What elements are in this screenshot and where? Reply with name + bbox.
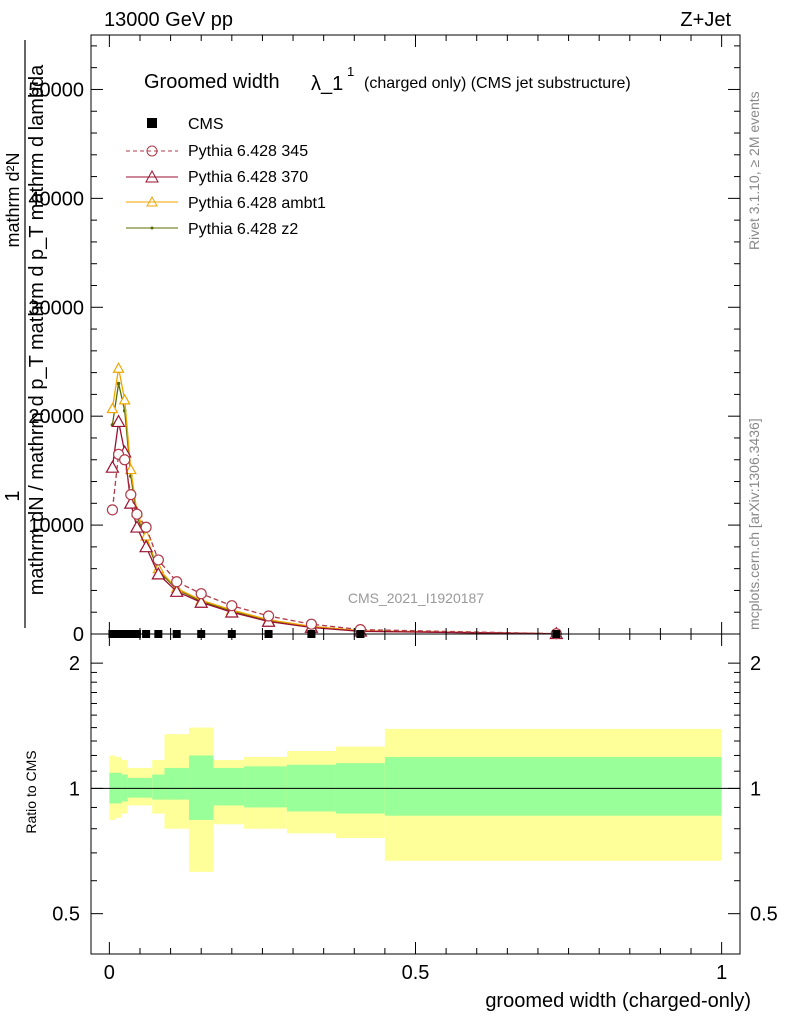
pythia-ambt1-point: [118, 393, 131, 405]
stat-uncertainty-band-bin: [213, 767, 245, 806]
pythia-ambt1-point: [124, 463, 137, 475]
legend: CMS Pythia 6.428 345 Pythia 6.428 370 Py…: [126, 116, 326, 238]
main-plot-marks: [105, 362, 564, 640]
pythia-370-point: [169, 584, 184, 597]
legend-370-label: Pythia 6.428 370: [188, 169, 308, 186]
legend-cms-label: CMS: [188, 116, 224, 133]
legend-370-marker: [145, 169, 159, 183]
stat-uncertainty-band-bin: [152, 774, 165, 800]
pythia-ambt1-point: [112, 362, 125, 373]
pythia-345-point: [226, 600, 238, 612]
pythia-345-point: [262, 610, 275, 622]
ratio-bands: [91, 727, 740, 872]
main-y-tick-label: 10000: [28, 515, 84, 537]
legend-ambt1-label: Pythia 6.428 ambt1: [188, 195, 326, 212]
ratio-y-tick-label: 2: [69, 653, 80, 675]
xlabel: groomed width (charged-only): [485, 990, 751, 1012]
ylabel-ratio: Ratio to CMS: [23, 750, 39, 833]
ratio-y-tick-label: 0.5: [52, 904, 80, 926]
axes: 0 10000 20000 30000 40000 50000 0 0.5 1 0.5 0.5 1 1 2…: [28, 35, 778, 984]
pythia-370-point: [129, 520, 144, 533]
main-y-tick-label: 20000: [28, 406, 84, 428]
main-y-tick-label: 30000: [28, 297, 84, 319]
pythia-345-point: [125, 488, 137, 501]
pythia-370-point: [151, 566, 166, 580]
analysis-watermark: CMS_2021_I1920187: [348, 590, 484, 606]
header-right: Z+Jet: [680, 9, 731, 31]
series-line-3: [111, 368, 557, 635]
stat-uncertainty-band-bin: [244, 766, 287, 808]
pythia-ambt1-point: [106, 402, 119, 414]
ylabel-main-numerator: 1: [2, 490, 24, 501]
ratio-y-tick-label-right: 0.5: [750, 904, 778, 926]
plot-title-sup: 1: [347, 64, 354, 79]
plot-title-lambda: λ_1: [311, 73, 343, 95]
pythia-345-point: [152, 554, 164, 566]
pythia-345-point: [119, 454, 131, 466]
pythia-370-point: [224, 604, 239, 618]
ratio-y-tick-label-right: 1: [750, 778, 761, 800]
rivet-label: Rivet 3.1.10, ≥ 2M events: [746, 91, 762, 250]
pythia-345-point: [140, 521, 152, 533]
x-tick-label: 1: [716, 962, 727, 984]
pythia-345-point: [171, 576, 183, 588]
stat-uncertainty-band-bin: [139, 777, 153, 798]
ylabel-main-upper: mathrm d²N: [3, 152, 23, 247]
pythia-370-point: [111, 414, 126, 428]
legend-ambt1-marker: [146, 195, 158, 207]
pythia-345-point: [195, 588, 207, 600]
plot-title-main: Groomed width: [144, 71, 280, 93]
pythia-370-point: [139, 539, 154, 553]
pythia-345-point: [131, 508, 143, 520]
main-y-tick-label: 0: [73, 624, 84, 646]
series-line-1: [111, 452, 557, 635]
legend-z2-label: Pythia 6.428 z2: [188, 221, 298, 238]
legend-345-marker: [146, 145, 158, 157]
main-y-tick-label: 50000: [28, 79, 84, 101]
series-line-2: [111, 421, 557, 635]
plot-title-rest: (charged only) (CMS jet substructure): [364, 75, 631, 92]
x-tick-label: 0: [104, 962, 115, 984]
header-left: 13000 GeV pp: [104, 9, 233, 31]
legend-345-label: Pythia 6.428 345: [188, 143, 308, 160]
ratio-y-tick-label-right: 2: [750, 653, 761, 675]
stat-uncertainty-band-bin: [164, 767, 189, 800]
legend-z2-marker: [150, 226, 154, 230]
pythia-345-point: [305, 618, 318, 630]
pythia-z2-point: [116, 381, 121, 386]
stat-uncertainty-band-bin: [127, 777, 140, 798]
pythia-370-point: [194, 595, 209, 608]
pythia-345-point: [106, 504, 119, 516]
ylabel-main-denominator: mathrm dN / mathrm d p_T mathrm d p_T ma…: [26, 64, 48, 595]
main-y-tick-label: 40000: [28, 188, 84, 210]
legend-cms-marker: [147, 118, 157, 128]
stat-uncertainty-band-bin: [384, 756, 722, 816]
mcplots-label: mcplots.cern.ch [arXiv:1306.3436]: [746, 418, 762, 630]
x-tick-label: 0.5: [402, 962, 430, 984]
pythia-370-point: [105, 460, 120, 473]
ratio-y-tick-label: 1: [69, 778, 80, 800]
stat-uncertainty-band-bin: [188, 755, 214, 820]
